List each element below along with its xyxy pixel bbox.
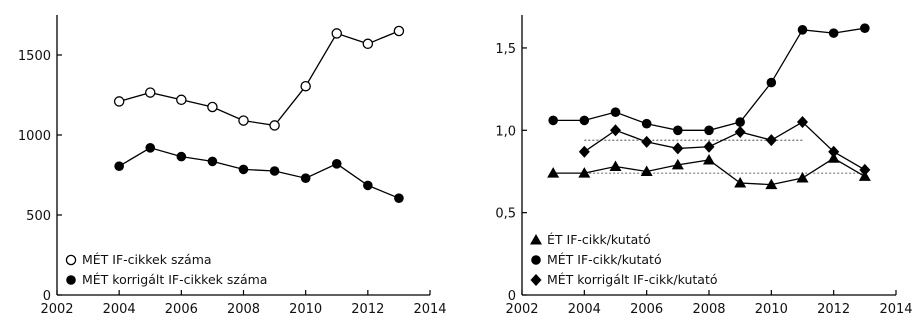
data-point-right-2 xyxy=(704,125,714,136)
data-point-right-2 xyxy=(579,115,590,126)
y-tick-label: 500 xyxy=(26,209,51,224)
y-tick-label: 1000 xyxy=(18,129,51,144)
data-point-left-1 xyxy=(362,38,374,50)
x-tick-label: 2010 xyxy=(289,302,322,317)
data-point-right-3 xyxy=(703,140,715,153)
data-point-right-3 xyxy=(672,142,684,155)
x-tick-label: 2004 xyxy=(568,302,601,317)
legend-marker xyxy=(530,234,542,245)
data-point-left-2 xyxy=(394,193,404,203)
data-point-left-2 xyxy=(145,143,156,153)
x-tick-label: 2006 xyxy=(165,302,198,317)
x-tick-label: 2014 xyxy=(879,302,912,317)
legend-marker xyxy=(66,275,76,285)
data-point-right-1 xyxy=(640,165,653,176)
x-tick-label: 2006 xyxy=(630,302,663,317)
legend-label: ÉT IF-cikk/kutató xyxy=(547,232,651,247)
x-tick-label: 2012 xyxy=(351,302,384,317)
legend-marker xyxy=(531,255,541,265)
y-tick-label: 1,5 xyxy=(495,42,516,57)
data-point-right-3 xyxy=(578,145,590,158)
data-point-left-2 xyxy=(176,151,187,162)
data-point-right-1 xyxy=(578,167,591,178)
data-point-right-3 xyxy=(765,134,777,147)
data-point-left-2 xyxy=(300,173,311,183)
data-point-left-1 xyxy=(331,28,342,39)
data-point-right-2 xyxy=(673,125,683,136)
data-point-right-3 xyxy=(610,124,621,137)
data-point-right-2 xyxy=(610,107,621,117)
x-tick-label: 2002 xyxy=(505,302,538,317)
data-point-right-3 xyxy=(828,145,840,158)
y-tick-label: 0,5 xyxy=(495,207,516,222)
legend-marker xyxy=(65,254,77,266)
data-point-left-2 xyxy=(207,156,218,167)
legend-label: MÉT IF-cikkek száma xyxy=(82,252,212,267)
data-point-right-2 xyxy=(735,117,745,127)
x-tick-label: 2004 xyxy=(103,302,136,317)
x-tick-label: 2014 xyxy=(413,302,446,317)
y-tick-label: 0 xyxy=(508,289,516,304)
chart-right: 2002 2004 2006 2008 2010 2012 2014 0 0,5 1,0 1,5 ÉT… xyxy=(495,15,913,317)
data-point-left-2 xyxy=(331,159,342,169)
data-point-right-2 xyxy=(766,77,777,88)
data-point-left-2 xyxy=(238,164,249,175)
data-point-left-1 xyxy=(207,101,218,113)
data-point-left-1 xyxy=(238,115,249,126)
series-line-right-2 xyxy=(553,27,865,131)
data-point-left-2 xyxy=(269,166,280,176)
x-tick-label: 2010 xyxy=(755,302,788,317)
x-tick-label: 2012 xyxy=(817,302,850,317)
data-point-left-1 xyxy=(269,120,280,131)
data-point-left-1 xyxy=(144,87,156,98)
data-point-right-1 xyxy=(796,172,809,183)
chart-left: 2002 2004 2006 2008 2010 2012 2014 0 500 1000 1500… xyxy=(18,15,447,317)
data-point-left-1 xyxy=(176,94,187,106)
data-point-right-2 xyxy=(860,23,870,33)
data-point-right-1 xyxy=(734,177,747,188)
data-point-left-2 xyxy=(114,161,124,171)
series-line-left-2 xyxy=(118,147,400,199)
series-line-right-3 xyxy=(583,121,866,171)
data-point-right-1 xyxy=(765,178,778,190)
series-line-left-1 xyxy=(118,30,400,127)
data-point-left-1 xyxy=(300,80,311,92)
y-tick-label: 0 xyxy=(43,289,51,304)
y-tick-label: 1,0 xyxy=(495,124,516,139)
legend-label: MÉT korrigált IF-cikkek száma xyxy=(82,272,267,287)
data-point-right-1 xyxy=(671,158,684,170)
data-point-right-2 xyxy=(641,118,652,129)
data-point-right-2 xyxy=(828,28,839,38)
x-tick-label: 2002 xyxy=(40,302,73,317)
legend-marker xyxy=(530,274,542,286)
data-point-left-2 xyxy=(363,180,373,191)
data-point-left-1 xyxy=(113,96,125,107)
data-point-right-3 xyxy=(734,125,746,138)
data-point-right-2 xyxy=(548,115,558,126)
data-point-right-3 xyxy=(859,163,871,176)
data-point-right-3 xyxy=(797,116,808,129)
y-tick-label: 1500 xyxy=(18,49,51,64)
data-point-right-1 xyxy=(609,160,622,172)
data-point-right-1 xyxy=(547,167,560,178)
data-point-right-1 xyxy=(703,153,715,165)
x-tick-label: 2008 xyxy=(227,302,260,317)
legend-label: MÉT korrigált IF-cikk/kutató xyxy=(547,272,718,287)
data-point-left-1 xyxy=(393,25,405,37)
data-point-right-2 xyxy=(797,25,808,35)
legend-label: MÉT IF-cikk/kutató xyxy=(547,252,662,267)
data-point-right-3 xyxy=(641,135,653,148)
x-tick-label: 2008 xyxy=(692,302,725,317)
